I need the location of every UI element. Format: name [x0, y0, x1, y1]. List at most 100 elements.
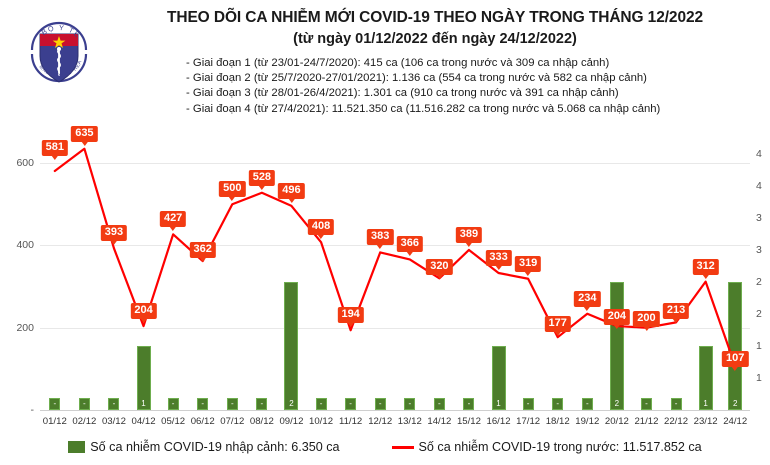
right-axis-tick-label: 2 [756, 308, 762, 320]
bar-column: - [256, 398, 268, 410]
chart-legend: Số ca nhiễm COVID-19 nhập cảnh: 6.350 ca… [0, 440, 770, 454]
line-point-value-label: 581 [41, 139, 68, 160]
bar-value-label: - [674, 399, 678, 408]
phase-line-3: - Giai đoạn 3 (từ 28/01-26/4/2021): 1.30… [186, 87, 619, 100]
x-axis-date-label: 03/12 [101, 416, 126, 427]
legend-label-domestic: Số ca nhiễm COVID-19 trong nước: 11.517.… [418, 440, 702, 454]
bar-column: - [374, 398, 386, 410]
phase-line-1: - Giai đoạn 1 (từ 23/01-24/7/2020): 415 … [186, 57, 610, 69]
line-point-value-label: 319 [514, 255, 542, 276]
chart-title-block: THEO DÕI CA NHIỄM MỚI COVID-19 THEO NGÀY… [110, 8, 760, 49]
bar-value-label: - [319, 399, 323, 408]
left-axis-tick-label: 600 [16, 157, 34, 170]
page-title: THEO DÕI CA NHIỄM MỚI COVID-19 THEO NGÀY… [166, 9, 704, 26]
x-axis-date-label: 22/12 [664, 416, 689, 427]
line-point-value-label: 333 [485, 249, 512, 270]
line-point-value-label: 389 [455, 226, 483, 247]
bar-value-label: - [53, 399, 57, 408]
legend-label-imported: Số ca nhiễm COVID-19 nhập cảnh: 6.350 ca [90, 440, 340, 454]
x-axis-date-label: 10/12 [309, 416, 334, 427]
legend-item-domestic: Số ca nhiễm COVID-19 trong nước: 11.517.… [391, 440, 702, 454]
bar-value-label: 1 [141, 399, 146, 408]
left-axis-tick-label: 400 [16, 239, 34, 252]
bar-value-label: - [556, 399, 560, 408]
legend-bar-swatch-icon [68, 441, 86, 453]
x-axis-date-label: 04/12 [131, 416, 156, 427]
left-axis-tick-label: 200 [16, 321, 34, 334]
line-point-value-label: 427 [159, 211, 187, 232]
line-point-value-label: 383 [367, 229, 394, 250]
bar-column: - [197, 398, 209, 410]
x-axis-date-label: 14/12 [427, 416, 452, 427]
right-axis-tick-label: 2 [756, 276, 762, 288]
legend-line-swatch-icon [391, 445, 414, 449]
bar-column: - [581, 398, 593, 410]
bar-value-label: - [260, 399, 264, 408]
x-axis-date-label: 01/12 [42, 416, 67, 427]
right-axis-tick-label: 3 [756, 244, 762, 256]
x-axis-date-label: 12/12 [368, 416, 393, 427]
chart-plot-area: - 200 400 600 1 1 2 2 3 3 4 4 - - - 1 - - - - 2 - - - - - - 1 - - - 2… [0, 118, 770, 427]
line-point-value-label: 204 [130, 303, 157, 324]
line-point-value-label: 194 [337, 307, 364, 328]
x-axis-date-label: 15/12 [456, 416, 481, 427]
line-point-value-label: 320 [426, 259, 453, 280]
bar-column: - [670, 398, 682, 410]
line-point-value-label: 408 [307, 219, 335, 240]
line-point-value-label: 393 [100, 225, 128, 246]
bar-value-label: - [645, 399, 648, 408]
right-axis-tick-label: 4 [756, 148, 762, 160]
x-axis-date-label: 07/12 [220, 416, 245, 427]
x-axis-date-label: 24/12 [723, 416, 748, 427]
bar-value-label: - [408, 399, 412, 408]
bar-value-label: 2 [289, 399, 294, 408]
left-axis-tick-label: - [30, 404, 35, 416]
bar-column: 2 [284, 282, 299, 410]
bar-value-label: - [83, 399, 86, 408]
x-axis-date-label: 09/12 [279, 416, 304, 427]
x-axis-date-label: 08/12 [249, 416, 274, 427]
line-point-value-label: 177 [544, 316, 571, 337]
bar-column: - [522, 398, 534, 410]
x-axis-baseline [40, 410, 750, 411]
bar-column: - [345, 398, 357, 410]
bar-value-label: - [526, 399, 530, 408]
phase-summary-list: - Giai đoạn 1 (từ 23/01-24/7/2020): 415 … [186, 56, 770, 117]
right-axis-tick-label: 1 [756, 372, 762, 384]
x-axis-date-label: 17/12 [516, 416, 541, 427]
bar-value-label: - [201, 399, 205, 408]
bar-value-label: - [585, 399, 589, 408]
x-axis-date-label: 20/12 [604, 416, 629, 427]
x-axis-date-label: 11/12 [338, 416, 363, 427]
bar-column: - [640, 398, 652, 410]
bar-value-label: 2 [614, 399, 620, 408]
line-point-value-label: 366 [396, 236, 423, 257]
x-axis-date-label: 23/12 [693, 416, 718, 427]
x-axis-date-label: 13/12 [397, 416, 422, 427]
bar-column: - [315, 398, 327, 410]
gridline [40, 163, 750, 165]
bar-value-label: - [349, 399, 352, 408]
bar-value-label: - [171, 399, 175, 408]
line-point-value-label: 213 [662, 303, 690, 324]
bar-value-label: - [378, 399, 382, 408]
x-axis-date-label: 06/12 [190, 416, 215, 427]
right-axis-tick-label: 3 [756, 212, 762, 224]
bar-value-label: - [230, 399, 234, 408]
line-point-value-label: 496 [278, 182, 305, 203]
bar-value-label: - [438, 399, 441, 408]
legend-item-imported: Số ca nhiễm COVID-19 nhập cảnh: 6.350 ca [68, 440, 340, 454]
line-point-value-label: 362 [189, 242, 216, 263]
bar-value-label: - [112, 399, 116, 408]
bar-column: - [552, 398, 564, 410]
bar-column: 1 [698, 346, 713, 410]
line-point-value-label: 204 [603, 309, 631, 330]
page-subtitle: (từ ngày 01/12/2022 đến ngày 24/12/2022) [293, 31, 577, 47]
bar-value-label: 2 [732, 399, 738, 408]
x-axis-date-label: 02/12 [72, 416, 97, 427]
bar-column: - [49, 398, 61, 410]
bar-value-label: 1 [703, 399, 708, 408]
line-point-value-label: 234 [574, 290, 601, 311]
bar-column: - [78, 398, 90, 410]
